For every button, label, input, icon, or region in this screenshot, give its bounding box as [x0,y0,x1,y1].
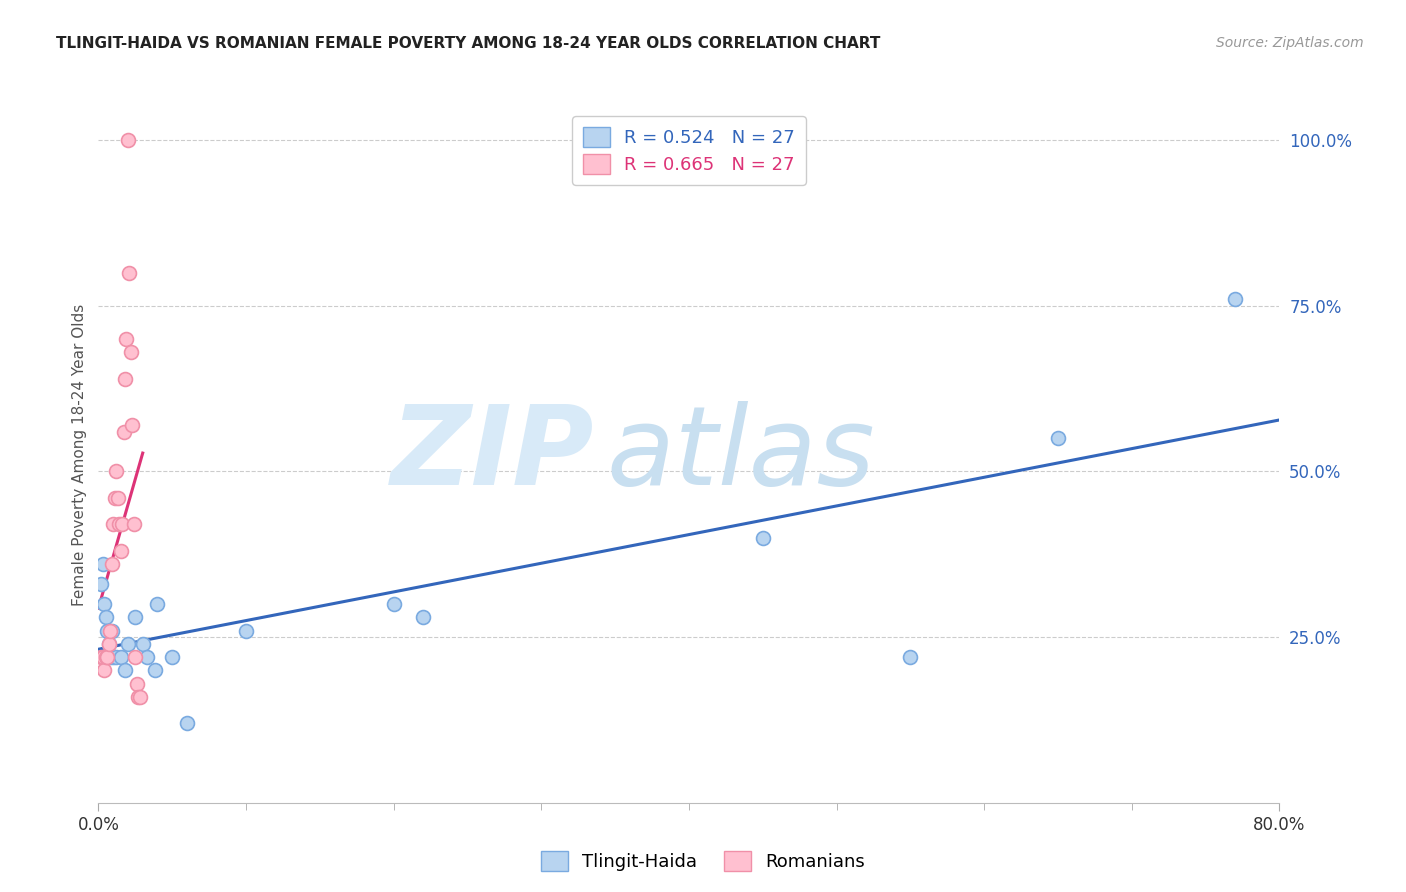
Romanians [118,266,141,280]
Tlingit-Haida [235,624,257,638]
Romanians [91,650,114,665]
Romanians [128,690,150,704]
Legend: Tlingit-Haida, Romanians: Tlingit-Haida, Romanians [533,844,873,879]
Romanians [111,517,134,532]
Tlingit-Haida [114,663,136,677]
Tlingit-Haida [382,597,405,611]
Tlingit-Haida [100,624,122,638]
Tlingit-Haida [143,663,166,677]
Romanians [98,624,121,638]
Tlingit-Haida [176,716,198,731]
Tlingit-Haida [124,610,146,624]
Tlingit-Haida [162,650,183,665]
Romanians [112,425,135,439]
Text: ZIP: ZIP [391,401,595,508]
Tlingit-Haida [412,610,434,624]
Text: Source: ZipAtlas.com: Source: ZipAtlas.com [1216,36,1364,50]
Tlingit-Haida [90,577,112,591]
Text: TLINGIT-HAIDA VS ROMANIAN FEMALE POVERTY AMONG 18-24 YEAR OLDS CORRELATION CHART: TLINGIT-HAIDA VS ROMANIAN FEMALE POVERTY… [56,36,880,51]
Romanians [107,491,129,505]
Romanians [97,637,120,651]
Romanians [121,418,143,433]
Tlingit-Haida [752,531,775,545]
Romanians [117,133,139,147]
Romanians [120,345,142,359]
Romanians [124,650,146,665]
Romanians [110,544,132,558]
Tlingit-Haida [94,610,117,624]
Tlingit-Haida [136,650,159,665]
Tlingit-Haida [110,650,132,665]
Tlingit-Haida [146,597,169,611]
Romanians [94,650,117,665]
Romanians [114,372,136,386]
Tlingit-Haida [105,650,128,665]
Tlingit-Haida [96,624,118,638]
Tlingit-Haida [93,597,115,611]
Y-axis label: Female Poverty Among 18-24 Year Olds: Female Poverty Among 18-24 Year Olds [72,304,87,606]
Romanians [96,650,118,665]
Tlingit-Haida [117,637,139,651]
Romanians [93,663,115,677]
Romanians [122,517,145,532]
Tlingit-Haida [1225,292,1247,306]
Tlingit-Haida [900,650,922,665]
Romanians [103,517,125,532]
Tlingit-Haida [1046,431,1070,445]
Romanians [125,676,148,690]
Romanians [105,465,128,479]
Romanians [115,332,138,346]
Text: atlas: atlas [606,401,875,508]
Tlingit-Haida [103,650,125,665]
Romanians [100,558,122,572]
Tlingit-Haida [98,650,121,665]
Romanians [108,517,131,532]
Romanians [104,491,127,505]
Romanians [90,650,112,665]
Tlingit-Haida [97,637,120,651]
Tlingit-Haida [132,637,155,651]
Legend: R = 0.524   N = 27, R = 0.665   N = 27: R = 0.524 N = 27, R = 0.665 N = 27 [572,116,806,185]
Romanians [127,690,149,704]
Tlingit-Haida [91,558,114,572]
